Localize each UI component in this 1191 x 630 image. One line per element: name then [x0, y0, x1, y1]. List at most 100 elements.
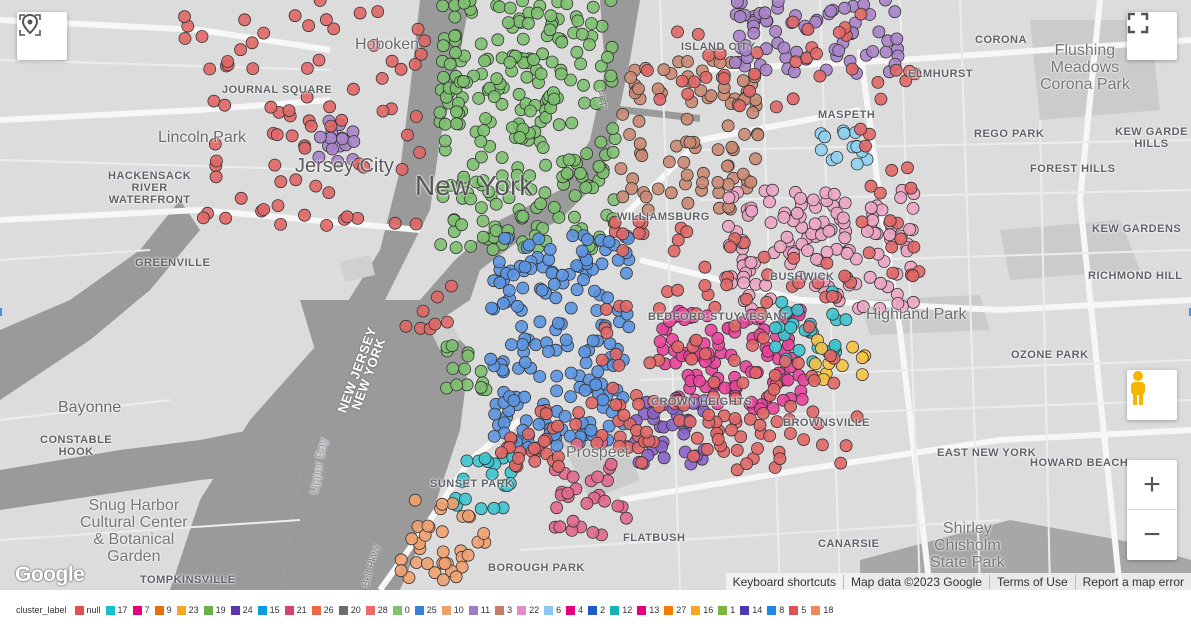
cluster-point[interactable]: [594, 135, 608, 149]
cluster-point[interactable]: [889, 63, 903, 77]
cluster-point[interactable]: [530, 6, 544, 20]
cluster-point[interactable]: [770, 100, 783, 114]
cluster-point[interactable]: [600, 326, 614, 340]
cluster-point[interactable]: [552, 459, 565, 473]
legend-item[interactable]: 8: [767, 605, 784, 615]
cluster-point[interactable]: [351, 211, 365, 225]
cluster-point[interactable]: [271, 199, 285, 213]
cluster-point[interactable]: [478, 54, 492, 68]
cluster-point[interactable]: [839, 439, 853, 453]
cluster-point[interactable]: [622, 320, 636, 334]
cluster-point[interactable]: [743, 84, 756, 98]
cluster-point[interactable]: [721, 159, 734, 173]
cluster-point[interactable]: [238, 13, 252, 27]
cluster-point[interactable]: [906, 201, 920, 215]
cluster-point[interactable]: [234, 43, 248, 57]
street-view-pegman[interactable]: [1127, 370, 1177, 420]
cluster-point[interactable]: [485, 301, 499, 315]
cluster-point[interactable]: [449, 570, 463, 584]
cluster-point[interactable]: [394, 62, 408, 76]
cluster-point[interactable]: [592, 159, 606, 173]
cluster-point[interactable]: [698, 347, 712, 361]
cluster-point[interactable]: [533, 370, 547, 383]
legend-item[interactable]: 26: [311, 605, 334, 615]
cluster-point[interactable]: [298, 141, 312, 155]
cluster-point[interactable]: [832, 26, 846, 39]
cluster-point[interactable]: [816, 438, 829, 452]
cluster-point[interactable]: [323, 100, 337, 114]
cluster-point[interactable]: [579, 181, 593, 195]
cluster-point[interactable]: [690, 431, 704, 445]
cluster-point[interactable]: [818, 130, 832, 144]
cluster-point[interactable]: [208, 137, 222, 151]
cluster-point[interactable]: [675, 74, 689, 88]
cluster-point[interactable]: [547, 277, 561, 291]
cluster-point[interactable]: [450, 105, 463, 119]
my-location-button[interactable]: [17, 12, 67, 60]
cluster-point[interactable]: [357, 160, 371, 174]
cluster-point[interactable]: [515, 320, 528, 333]
cluster-point[interactable]: [565, 116, 579, 130]
cluster-point[interactable]: [728, 319, 742, 333]
cluster-point[interactable]: [730, 443, 744, 457]
cluster-point[interactable]: [683, 135, 697, 149]
cluster-point[interactable]: [195, 30, 209, 43]
cluster-point[interactable]: [503, 56, 517, 69]
cluster-point[interactable]: [274, 175, 288, 189]
cluster-point[interactable]: [806, 193, 820, 207]
cluster-point[interactable]: [891, 296, 905, 310]
cluster-point[interactable]: [616, 244, 630, 257]
cluster-point[interactable]: [502, 191, 516, 205]
cluster-point[interactable]: [455, 218, 469, 232]
cluster-point[interactable]: [745, 204, 759, 218]
cluster-point[interactable]: [550, 384, 563, 398]
cluster-point[interactable]: [651, 82, 665, 96]
cluster-point[interactable]: [448, 29, 462, 43]
cluster-point[interactable]: [871, 76, 885, 89]
cluster-point[interactable]: [748, 67, 761, 81]
cluster-point[interactable]: [595, 19, 609, 33]
cluster-point[interactable]: [855, 368, 869, 382]
cluster-point[interactable]: [725, 140, 739, 154]
cluster-point[interactable]: [234, 191, 248, 205]
cluster-point[interactable]: [590, 436, 604, 450]
cluster-point[interactable]: [873, 186, 887, 200]
cluster-point[interactable]: [436, 0, 449, 13]
cluster-point[interactable]: [493, 0, 506, 14]
cluster-point[interactable]: [268, 158, 282, 172]
cluster-point[interactable]: [430, 290, 444, 304]
legend-item[interactable]: 9: [154, 605, 172, 615]
cluster-point[interactable]: [616, 190, 630, 204]
cluster-point[interactable]: [196, 211, 210, 225]
cluster-point[interactable]: [770, 415, 784, 429]
cluster-point[interactable]: [492, 255, 506, 269]
fullscreen-button[interactable]: [1127, 12, 1177, 60]
cluster-point[interactable]: [602, 235, 616, 249]
cluster-point[interactable]: [883, 214, 897, 228]
cluster-point[interactable]: [885, 240, 899, 254]
cluster-point[interactable]: [632, 397, 645, 411]
cluster-point[interactable]: [866, 45, 880, 58]
cluster-point[interactable]: [594, 59, 608, 73]
cluster-point[interactable]: [494, 446, 508, 460]
cluster-point[interactable]: [681, 55, 694, 68]
cluster-point[interactable]: [680, 168, 694, 182]
cluster-point[interactable]: [740, 292, 753, 306]
legend-item[interactable]: 10: [441, 605, 464, 615]
cluster-point[interactable]: [663, 314, 676, 328]
cluster-point[interactable]: [178, 32, 192, 45]
cluster-point[interactable]: [516, 338, 529, 351]
cluster-point[interactable]: [879, 45, 893, 59]
cluster-point[interactable]: [444, 178, 458, 192]
cluster-point[interactable]: [633, 137, 647, 151]
cluster-point[interactable]: [611, 499, 625, 513]
cluster-point[interactable]: [257, 26, 271, 40]
cluster-point[interactable]: [474, 150, 488, 164]
cluster-point[interactable]: [681, 87, 695, 101]
cluster-point[interactable]: [246, 62, 260, 75]
cluster-point[interactable]: [769, 24, 782, 38]
cluster-point[interactable]: [657, 451, 671, 465]
cluster-point[interactable]: [539, 407, 553, 421]
cluster-point[interactable]: [313, 0, 327, 7]
cluster-point[interactable]: [736, 74, 750, 88]
